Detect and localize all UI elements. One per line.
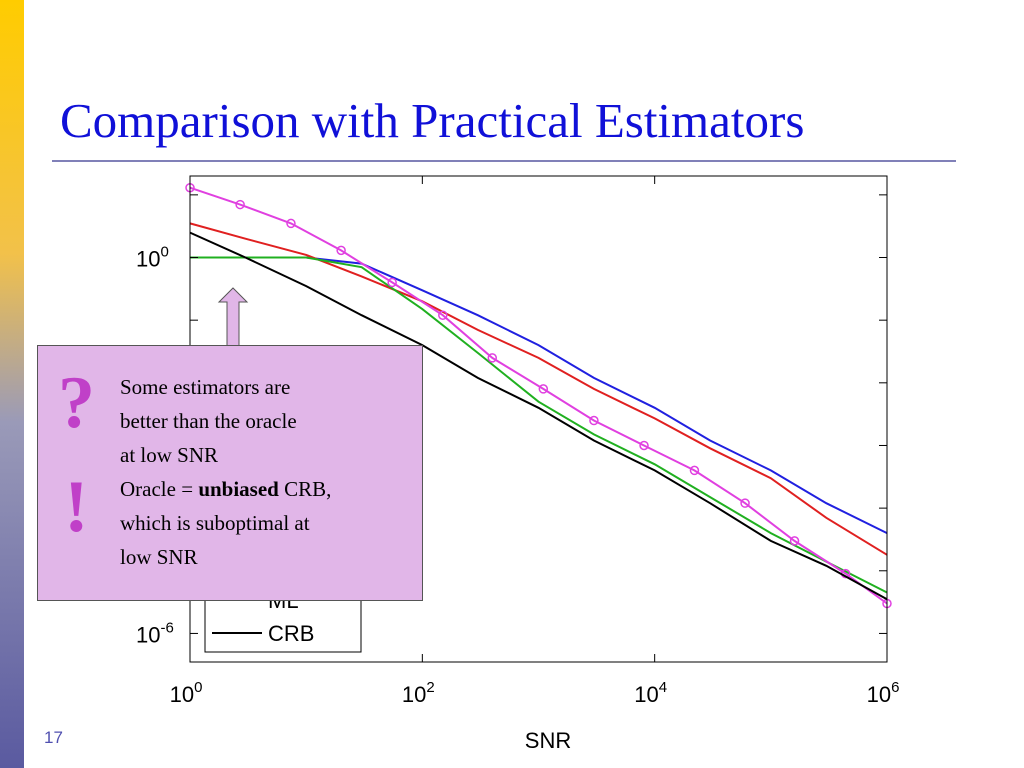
callout-line-2: better than the oracle (120, 409, 297, 433)
callout-line-4-post: CRB, (278, 477, 332, 501)
series-3-marker (286, 218, 296, 229)
callout-line-4-bold: unbiased (198, 477, 279, 501)
series-3-marker (538, 384, 549, 394)
x-tick-label: 104 (634, 679, 667, 707)
callout-line-6: low SNR (120, 545, 198, 569)
slide-number: 17 (44, 728, 63, 747)
series-3-marker (487, 353, 498, 363)
legend-label-crb: CRB (268, 621, 314, 646)
up-arrow (217, 287, 249, 348)
series-3-marker (387, 277, 397, 288)
callout-line-3: at low SNR (120, 443, 219, 467)
x-tick-label: 106 (867, 679, 900, 707)
series-3-marker (789, 536, 800, 546)
callout-line-5: which is suboptimal at (120, 511, 310, 535)
y-tick-label: 100 (136, 244, 169, 272)
callout-box (37, 345, 423, 601)
callout-line-4-pre: Oracle = (120, 477, 199, 501)
callout-text: Some estimators are better than the orac… (120, 370, 420, 574)
series-3-marker (438, 310, 448, 320)
question-mark-symbol: ? (58, 362, 95, 444)
series-line-3 (189, 186, 888, 605)
series-line-1 (189, 222, 888, 556)
y-tick-label: 10-6 (136, 619, 174, 647)
series-3-marker (589, 415, 599, 426)
series-3-marker (639, 440, 649, 451)
slide-title: Comparison with Practical Estimators (60, 93, 805, 148)
series-3-marker (689, 465, 700, 476)
callout-line-1: Some estimators are (120, 375, 291, 399)
x-axis-label: SNR (525, 728, 571, 753)
series-3-marker (235, 199, 245, 210)
x-tick-label: 100 (170, 679, 203, 707)
x-tick-label: 102 (402, 679, 435, 707)
series-3-marker (740, 498, 750, 508)
series-line-4 (189, 231, 888, 601)
exclamation-symbol: ! (64, 466, 89, 548)
ticks-layer: 100 102 104 106 100 10-6 (136, 176, 899, 707)
callout-line-4: Oracle = unbiased CRB, (120, 472, 420, 506)
series-line-2 (190, 256, 888, 594)
decorative-side-bar (0, 0, 24, 768)
series-3-marker (336, 245, 346, 256)
series-layer (185, 182, 892, 609)
title-divider (52, 160, 956, 162)
